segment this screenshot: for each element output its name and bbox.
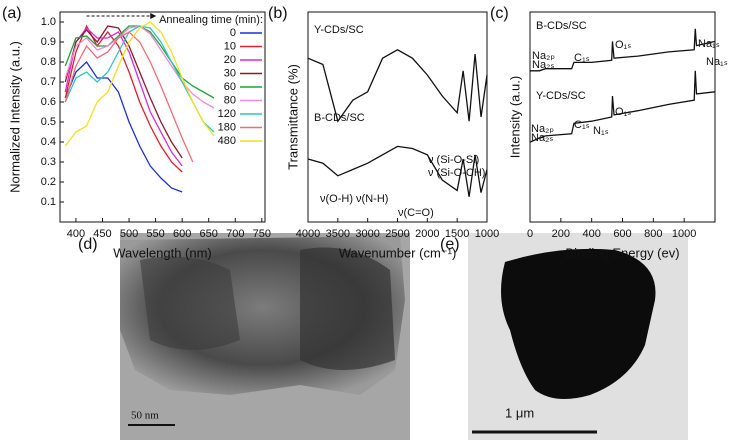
panel-label: (a) [2,5,22,22]
x-tick-label: 3000 [355,228,379,240]
y-tick-label: 0.7 [41,76,56,88]
y-tick-label: 0.1 [41,196,56,208]
x-tick-label: 650 [200,228,218,240]
x-axis-title: Wavelength (nm) [113,245,212,260]
x-tick-label: 2000 [415,228,439,240]
x-tick-label: 1000 [475,228,499,240]
legend-label: 480 [218,135,236,147]
scale-label: 50 nm [131,410,159,422]
x-tick-label: 800 [644,228,662,240]
annotation: Na₂ₚ [531,123,554,135]
legend-label: 20 [224,54,236,66]
annotation: O₁ₛ [615,39,631,51]
y-tick-label: 0.6 [41,96,56,108]
series-line [307,49,488,123]
x-tick-label: 500 [120,228,138,240]
y-tick-label: 0.9 [41,36,56,48]
panel-label: (e) [440,236,460,253]
annotation: Na₂ₛ [531,132,553,144]
x-tick-label: 550 [146,228,164,240]
x-tick-label: 600 [613,228,631,240]
series-line [64,25,215,99]
annotation: ν (Si-O-Si) [428,154,479,166]
annotation: ν(O-H) ν(N-H) [320,193,388,205]
x-tick-label: 3500 [326,228,350,240]
annotation: Y-CDs/SC [314,24,364,36]
legend-label: 180 [218,121,236,133]
y-tick-label: 0.2 [41,176,56,188]
plot-frame [59,11,266,223]
x-tick-label: 400 [67,228,85,240]
y-tick-label: 0.4 [41,136,56,148]
y-tick-label: 0.8 [41,56,56,68]
annotation: Na₂ₛ [532,59,554,71]
series-line [64,25,183,159]
scale-label: 1 μm [505,405,534,420]
x-tick-label: 200 [552,228,570,240]
panel-label: (d) [78,236,98,253]
annotation: Na₁ₛ [706,56,728,68]
tem-dark-region [300,247,395,370]
y-tick-label: 0.3 [41,156,56,168]
x-tick-label: 1500 [445,228,469,240]
annotation: Y-CDs/SC [536,90,586,102]
x-tick-label: 4000 [296,228,320,240]
series-line [64,31,194,163]
annotation: Na₂ₚ [532,50,555,62]
series-line [64,21,215,147]
series-line [64,25,215,109]
x-tick-label: 1000 [672,228,696,240]
legend-label: 60 [224,81,236,93]
x-tick-label: 750 [253,228,271,240]
annotation: ν (Si-O-CH) [428,167,485,179]
y-axis-title: Normalized Intensity (a.u.) [7,41,22,193]
y-tick-label: 0.5 [41,116,56,128]
legend-label: 120 [218,108,236,120]
annotation: B-CDs/SC [314,112,365,124]
tem-dark-region [140,256,240,350]
x-tick-label: 2500 [385,228,409,240]
x-tick-label: 700 [226,228,244,240]
legend-label: 10 [224,40,236,52]
annotation: Na₁ₛ [698,38,720,50]
series-line [529,70,716,143]
annotation: ν(C=O) [398,207,434,219]
tem-particle [501,248,656,399]
legend-label: 0 [230,27,236,39]
series-line [530,28,716,72]
annotation: B-CDs/SC [536,20,587,32]
x-axis-title: Wavenumber (cm⁻¹) [339,245,457,260]
trend-arrow-head [150,13,157,19]
x-tick-label: 600 [173,228,191,240]
series-line [64,60,183,193]
series-line [307,145,488,197]
x-tick-label: 0 [527,228,533,240]
x-axis-title: Binding Energy (ev) [565,245,679,260]
legend-label: 30 [224,67,236,79]
x-tick-label: 400 [582,228,600,240]
annotation: O₁ₛ [615,106,631,118]
annotation: N₁ₛ [593,125,609,137]
annotation: C₁ₛ [574,52,590,64]
legend-label: 80 [224,94,236,106]
y-tick-label: 1.0 [41,16,56,28]
legend-title: Annealing time (min): [159,14,263,26]
annotation: C₁ₛ [574,119,590,131]
panel-label: (b) [268,5,288,22]
x-tick-label: 450 [93,228,111,240]
y-axis-title: Intensity (a.u.) [507,76,522,158]
y-axis-title: Transmittance (%) [285,64,300,170]
panel-label: (c) [490,5,509,22]
